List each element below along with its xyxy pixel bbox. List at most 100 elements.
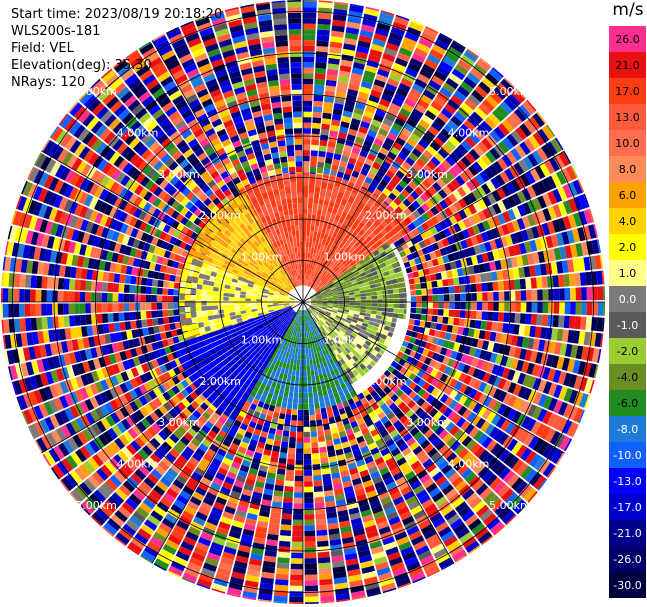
noise-gate (401, 405, 411, 415)
velocity-gate (318, 238, 323, 245)
velocity-gate (296, 236, 300, 242)
noise-gate (94, 407, 105, 420)
noise-gate (493, 291, 499, 301)
velocity-gate (341, 244, 348, 251)
velocity-gate (330, 255, 336, 262)
noise-gate (532, 113, 545, 128)
noise-gate (217, 467, 228, 476)
noise-gate (142, 445, 153, 457)
velocity-gate (304, 274, 306, 280)
noise-gate (501, 510, 516, 524)
noise-gate (501, 223, 510, 236)
noise-gate (339, 520, 351, 528)
noise-gate (129, 216, 138, 227)
noise-gate (443, 286, 450, 294)
noise-gate (197, 462, 208, 472)
noise-gate (303, 0, 317, 2)
noise-gate (75, 326, 83, 338)
noise-gate (35, 153, 47, 169)
noise-gate (328, 52, 341, 60)
noise-gate (213, 22, 228, 32)
noise-gate (417, 99, 430, 110)
velocity-gate (320, 244, 325, 251)
velocity-gate (351, 237, 358, 245)
noise-gate (465, 540, 480, 553)
noise-gate (272, 107, 282, 114)
noise-gate (3, 272, 10, 287)
noise-gate (108, 272, 115, 283)
velocity-gate (344, 188, 352, 197)
noise-gate (8, 366, 13, 381)
noise-gate (72, 434, 84, 448)
noise-gate (163, 250, 172, 259)
noise-gate (342, 542, 356, 550)
velocity-gate (328, 201, 335, 208)
noise-gate (553, 302, 560, 314)
noise-gate (537, 128, 550, 143)
velocity-gate (366, 200, 374, 209)
noise-gate (172, 479, 185, 490)
noise-gate (532, 252, 540, 264)
noise-gate (283, 117, 293, 124)
noise-gate (438, 429, 449, 440)
noise-gate (81, 326, 88, 337)
noise-gate (220, 184, 229, 193)
noise-gate (59, 167, 71, 181)
velocity-gate (268, 283, 274, 288)
noise-gate (304, 514, 315, 520)
velocity-gate (263, 197, 271, 205)
noise-gate (95, 172, 106, 185)
noise-gate (445, 77, 459, 90)
noise-gate (312, 469, 322, 476)
noise-gate (350, 420, 359, 429)
noise-gate (521, 336, 530, 349)
noise-gate (230, 110, 242, 120)
velocity-gate (329, 236, 336, 243)
noise-gate (541, 144, 553, 159)
noise-gate (553, 154, 565, 169)
velocity-gate (281, 221, 287, 228)
noise-gate (536, 276, 543, 289)
noise-gate (224, 420, 233, 429)
noise-gate (344, 37, 357, 46)
noise-gate (32, 186, 43, 201)
noise-gate (395, 501, 407, 511)
noise-gate (166, 388, 176, 398)
noise-gate (310, 425, 317, 432)
noise-gate (287, 1, 302, 8)
noise-gate (52, 316, 59, 329)
noise-gate (333, 571, 347, 579)
noise-gate (249, 99, 260, 108)
noise-gate (373, 33, 388, 42)
noise-gate (176, 328, 183, 336)
noise-gate (167, 302, 174, 310)
velocity-gate (324, 240, 330, 247)
noise-gate (126, 165, 138, 178)
noise-gate (486, 410, 497, 423)
noise-gate (289, 45, 302, 52)
noise-gate (296, 431, 303, 438)
noise-gate (129, 247, 138, 257)
noise-gate (162, 544, 177, 555)
noise-gate (553, 247, 562, 261)
velocity-gate (327, 241, 333, 248)
noise-gate (280, 156, 288, 163)
noise-gate (86, 117, 100, 131)
noise-gate (144, 403, 154, 414)
noise-gate (473, 244, 482, 255)
noise-gate (492, 388, 503, 400)
noise-gate (292, 95, 302, 101)
noise-gate (136, 421, 147, 433)
noise-gate (379, 11, 394, 21)
noise-gate (227, 587, 242, 596)
noise-gate (271, 0, 286, 4)
noise-gate (246, 89, 258, 97)
noise-gate (346, 496, 357, 505)
noise-gate (568, 198, 578, 213)
noise-gate (287, 458, 295, 465)
velocity-gate (303, 224, 307, 231)
noise-gate (356, 96, 368, 105)
noise-gate (390, 466, 401, 476)
noise-gate (82, 131, 95, 145)
noise-gate (294, 481, 303, 487)
